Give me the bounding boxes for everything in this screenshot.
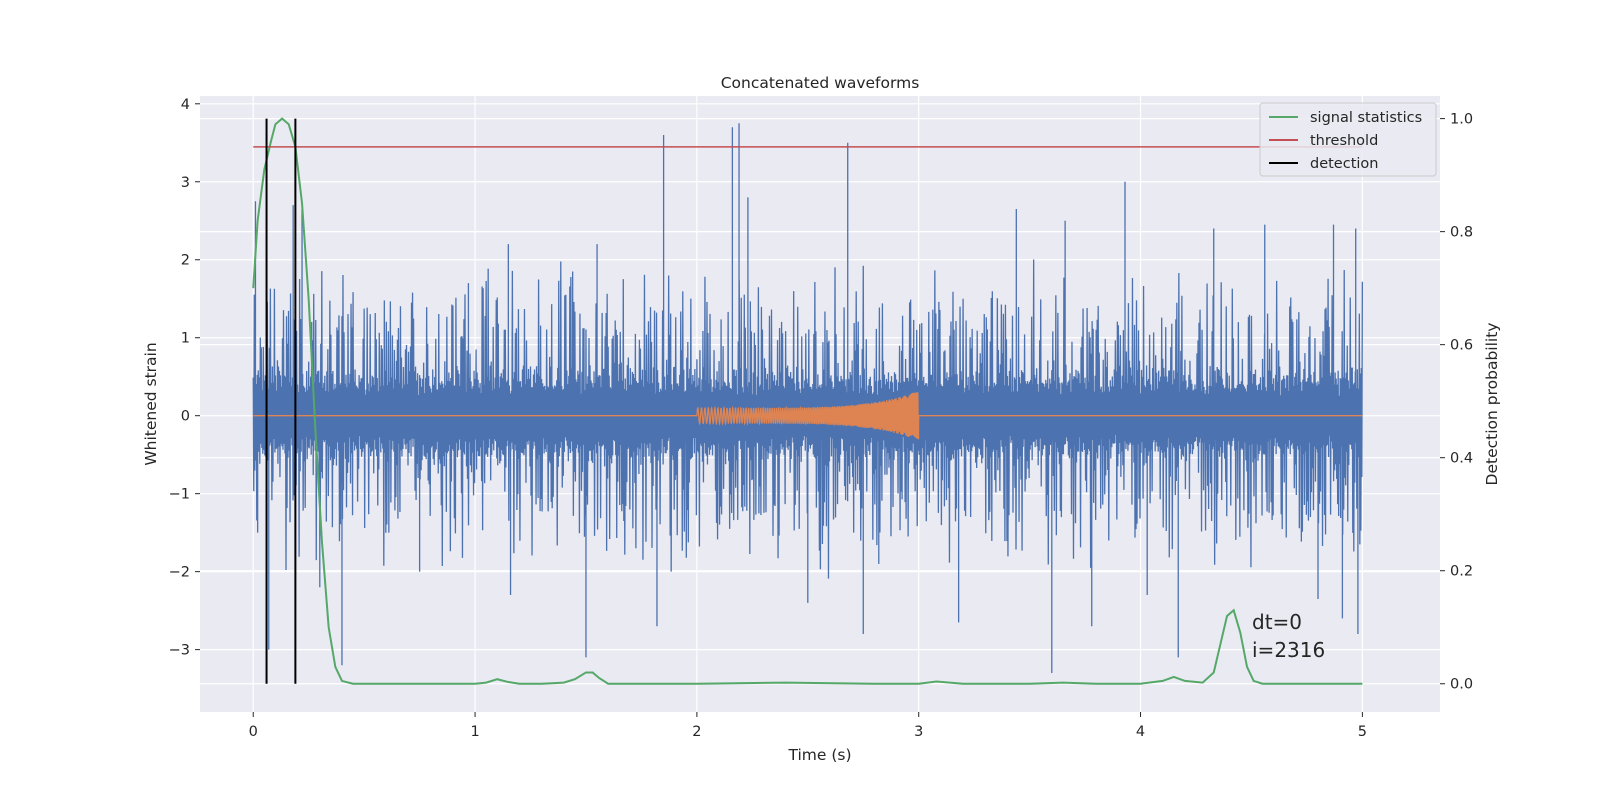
chart-title: Concatenated waveforms (721, 74, 920, 92)
y-tick-label: 0 (181, 409, 190, 425)
y-tick-label: −3 (169, 643, 190, 659)
y-tick-label: −1 (169, 487, 190, 503)
y-tick-label: 1 (181, 331, 190, 347)
x-tick-label: 1 (470, 724, 479, 740)
chirp-waveform-line (253, 392, 1363, 440)
y2-tick-label: 0.8 (1450, 225, 1473, 241)
y2-tick-label: 1.0 (1450, 112, 1473, 128)
x-tick-label: 5 (1358, 724, 1367, 740)
strain-noise-line (252, 123, 1364, 674)
y-tick-label: 3 (181, 175, 190, 191)
y-axis-label: Whitened strain (142, 342, 160, 465)
y-tick-label: 4 (181, 97, 190, 113)
y2-tick-label: 0.4 (1450, 451, 1473, 467)
y-tick-label: −2 (169, 565, 190, 581)
legend: signal statistics threshold detection (1259, 102, 1437, 177)
x-tick-label: 0 (249, 724, 258, 740)
legend-box (1259, 102, 1437, 177)
legend-label-signal-statistics: signal statistics (1310, 110, 1422, 126)
series-layer (252, 117, 1364, 685)
signal-statistics-line (252, 117, 1363, 685)
y2-tick-label: 0.6 (1450, 338, 1473, 354)
ticks: 0 1 2 3 4 5 −3 −2 −1 0 1 2 3 4 0.0 0.2 0.4 0.6 0.8 1.0 (169, 97, 1473, 740)
y-tick-label: 2 (181, 253, 190, 269)
x-tick-label: 3 (914, 724, 923, 740)
legend-label-detection: detection (1310, 156, 1378, 172)
y2-tick-label: 0.0 (1450, 677, 1473, 693)
y2-tick-label: 0.2 (1450, 564, 1473, 580)
x-tick-label: 2 (692, 724, 701, 740)
x-axis-label: Time (s) (787, 746, 851, 764)
x-tick-label: 4 (1136, 724, 1145, 740)
annotation-index: i=2316 (1252, 638, 1325, 662)
legend-label-threshold: threshold (1310, 133, 1378, 149)
annotation-dt: dt=0 (1252, 610, 1302, 634)
y2-axis-label: Detection probability (1483, 323, 1501, 486)
